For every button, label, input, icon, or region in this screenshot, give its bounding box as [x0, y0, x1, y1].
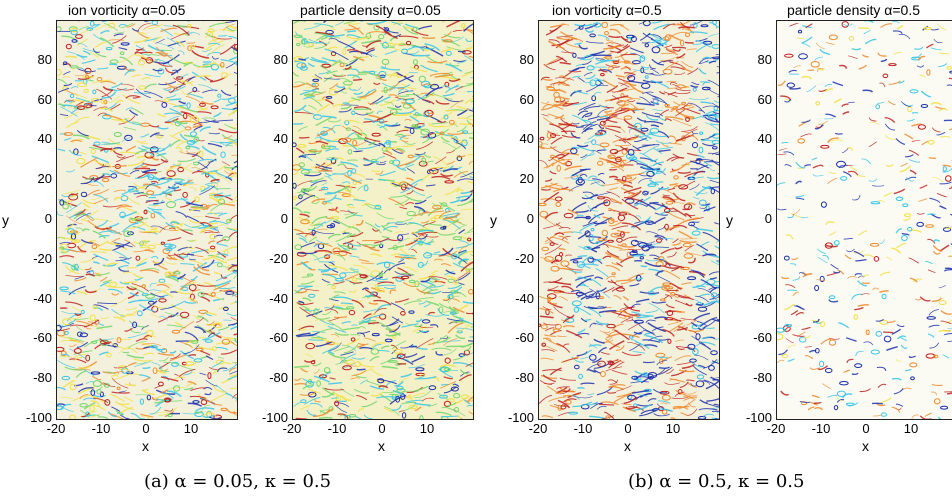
plot-title: particle density α=0.05: [300, 2, 441, 18]
x-tick-label: -10: [573, 421, 593, 436]
x-tick-label: 10: [665, 421, 681, 436]
y-tick-label: 60: [757, 91, 772, 107]
x-tick-label: -10: [327, 421, 347, 436]
y-tick-label: -100: [745, 410, 772, 425]
x-tick-label: 0: [378, 421, 386, 436]
y-tick-label: 0: [764, 211, 772, 226]
x-axis-label: x: [624, 438, 631, 454]
x-tick-label: 0: [624, 421, 632, 436]
plot-title: ion vorticity α=0.05: [68, 2, 186, 18]
x-tick-label: -10: [811, 421, 831, 436]
y-tick-label: -60: [753, 330, 772, 346]
y-tick-label: 80: [757, 51, 772, 67]
y-tick-label: -100: [507, 410, 534, 425]
y-tick-label: -80: [33, 370, 52, 386]
y-tick-label: 20: [273, 171, 288, 187]
y-tick-label: 80: [519, 51, 534, 67]
contour-plot-area: [292, 20, 474, 420]
contour-field-image: [777, 21, 952, 419]
y-tick-label: 40: [519, 131, 534, 147]
y-tick-label: -20: [269, 250, 288, 266]
x-axis-label: x: [142, 438, 149, 454]
caption-b: (b) α = 0.5, κ = 0.5: [628, 471, 805, 492]
contour-plot-area: [56, 20, 238, 420]
y-tick-label: 40: [37, 131, 52, 147]
plot-title: ion vorticity α=0.5: [552, 2, 662, 18]
contour-plot-area: [776, 20, 952, 420]
x-tick-label: 0: [142, 421, 150, 436]
y-tick-label: 60: [519, 91, 534, 107]
y-tick-label: -20: [33, 250, 52, 266]
y-axis-label: y: [490, 212, 497, 228]
y-tick-label: -20: [515, 250, 534, 266]
x-axis-label: x: [862, 438, 869, 454]
y-tick-label: 80: [273, 51, 288, 67]
y-tick-label: 20: [757, 171, 772, 187]
plot-title: particle density α=0.5: [787, 2, 920, 18]
x-tick-label: 10: [903, 421, 919, 436]
y-axis-label: y: [726, 212, 733, 228]
y-tick-label: -60: [269, 330, 288, 346]
y-tick-label: -80: [753, 370, 772, 386]
contour-field-image: [539, 21, 719, 419]
y-tick-label: 40: [273, 131, 288, 147]
contour-field-image: [293, 21, 473, 419]
y-tick-label: -40: [515, 290, 534, 306]
contour-plot-area: [538, 20, 720, 420]
x-tick-label: -20: [528, 421, 548, 436]
y-tick-label: 0: [526, 211, 534, 226]
y-tick-label: 80: [37, 51, 52, 67]
y-tick-label: 60: [37, 91, 52, 107]
y-tick-label: -80: [515, 370, 534, 386]
x-tick-label: -20: [282, 421, 302, 436]
y-tick-label: -20: [753, 250, 772, 266]
x-axis-label: x: [378, 438, 385, 454]
caption-a: (a) α = 0.05, κ = 0.5: [144, 471, 332, 492]
y-tick-label: -40: [753, 290, 772, 306]
y-tick-label: 0: [44, 211, 52, 226]
y-tick-label: -100: [25, 410, 52, 425]
y-tick-label: -40: [269, 290, 288, 306]
y-tick-label: 20: [37, 171, 52, 187]
x-tick-label: 10: [183, 421, 199, 436]
y-tick-label: -40: [33, 290, 52, 306]
x-tick-label: 0: [862, 421, 870, 436]
y-tick-label: 0: [280, 211, 288, 226]
x-tick-label: -10: [91, 421, 111, 436]
y-tick-label: 20: [519, 171, 534, 187]
y-tick-label: 40: [757, 131, 772, 147]
y-tick-label: -100: [261, 410, 288, 425]
contour-field-image: [57, 21, 237, 419]
y-tick-label: -60: [33, 330, 52, 346]
y-tick-label: 60: [273, 91, 288, 107]
y-tick-label: -60: [515, 330, 534, 346]
x-tick-label: 10: [419, 421, 435, 436]
x-tick-label: -20: [766, 421, 786, 436]
y-axis-label: y: [2, 212, 9, 228]
x-tick-label: -20: [46, 421, 66, 436]
y-tick-label: -80: [269, 370, 288, 386]
